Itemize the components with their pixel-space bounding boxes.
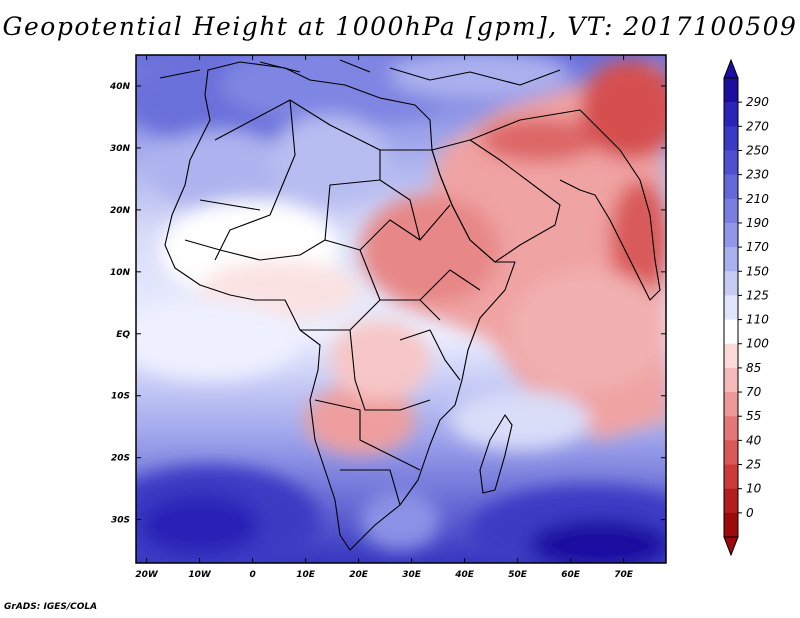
lon-tick-label: 40E <box>454 570 475 580</box>
lat-tick-label: 20N <box>110 206 131 216</box>
colorbar-label: 270 <box>746 119 769 133</box>
colorbar-segment <box>724 392 738 417</box>
colorbar-segment <box>724 102 738 127</box>
colorbar-outline <box>723 77 739 538</box>
colorbar-label: 290 <box>746 95 769 109</box>
lat-tick-label: 10S <box>111 392 130 402</box>
coastlines <box>159 59 661 551</box>
colorbar-segment <box>724 198 738 224</box>
colorbar-bottom-arrow <box>723 536 739 557</box>
colorbar-segment <box>724 343 738 369</box>
colorbar-label: 250 <box>746 143 769 157</box>
lon-tick-label: 60E <box>561 570 581 580</box>
colorbar-label: 110 <box>746 313 769 327</box>
colorbar-segment <box>724 416 738 441</box>
colorbar-label: 125 <box>746 288 769 302</box>
colorbar-label: 0 <box>746 506 754 520</box>
colorbar-segment <box>724 488 738 514</box>
lat-tick-label: 20S <box>111 454 130 464</box>
lon-tick-label: 10W <box>188 570 212 580</box>
colorbar-top-arrow <box>723 58 739 79</box>
colorbar-segment <box>724 440 738 465</box>
colorbar-label: 70 <box>746 385 762 399</box>
lon-tick-label: 70E <box>614 570 634 580</box>
lon-tick-label: 50E <box>508 570 528 580</box>
colorbar-label: 230 <box>746 168 769 182</box>
lat-tick-label: 40N <box>109 82 131 92</box>
colorbar-label: 100 <box>746 337 769 351</box>
colorbar-segment <box>724 247 738 272</box>
colorbar-label: 85 <box>746 361 761 375</box>
footer-credit: GrADS: IGES/COLA <box>4 602 98 612</box>
colorbar-label: 55 <box>746 409 761 423</box>
map-title: Geopotential Height at 1000hPa [gpm], VT… <box>2 12 798 41</box>
colorbar-segment <box>724 512 738 538</box>
colorbar-label: 25 <box>746 458 761 472</box>
colorbar-segment <box>724 464 738 489</box>
lat-tick-label: 30N <box>110 144 131 154</box>
colorbar-label: 210 <box>746 192 769 206</box>
colorbar-segment <box>724 78 738 103</box>
lon-tick-label: 20W <box>135 570 159 580</box>
height-field <box>136 55 666 563</box>
colorbar-segment <box>724 367 738 393</box>
longitude-axis: 20W 10W 0 10E 20E 30E 40E 50E 60E 70E <box>135 55 634 580</box>
latitude-axis: 40N 30N 20N 10N EQ 10S 20S 30S <box>109 82 666 526</box>
colorbar-label: 150 <box>746 264 769 278</box>
colorbar-label: 190 <box>746 216 769 230</box>
colorbar-label: 170 <box>746 240 769 254</box>
map-frame <box>135 54 667 564</box>
lat-tick-label: EQ <box>116 330 130 340</box>
lat-tick-label: 30S <box>111 516 130 526</box>
colorbar-segment <box>724 295 738 320</box>
lon-tick-label: 10E <box>296 570 316 580</box>
colorbar-label: 40 <box>746 433 762 447</box>
lon-tick-label: 0 <box>249 570 255 580</box>
lon-tick-label: 30E <box>402 570 422 580</box>
colorbar-segment <box>724 319 738 345</box>
lon-tick-label: 20E <box>349 570 369 580</box>
colorbar-segment <box>724 126 738 151</box>
colorbar-segment <box>724 271 738 296</box>
colorbar-segment <box>724 222 738 248</box>
colorbar-segment <box>724 174 738 200</box>
colorbar-label: 10 <box>746 482 762 496</box>
colorbar: 2902702502302101901701501251101008570554… <box>723 58 769 557</box>
lat-tick-label: 10N <box>110 268 131 278</box>
colorbar-segment <box>724 150 738 175</box>
